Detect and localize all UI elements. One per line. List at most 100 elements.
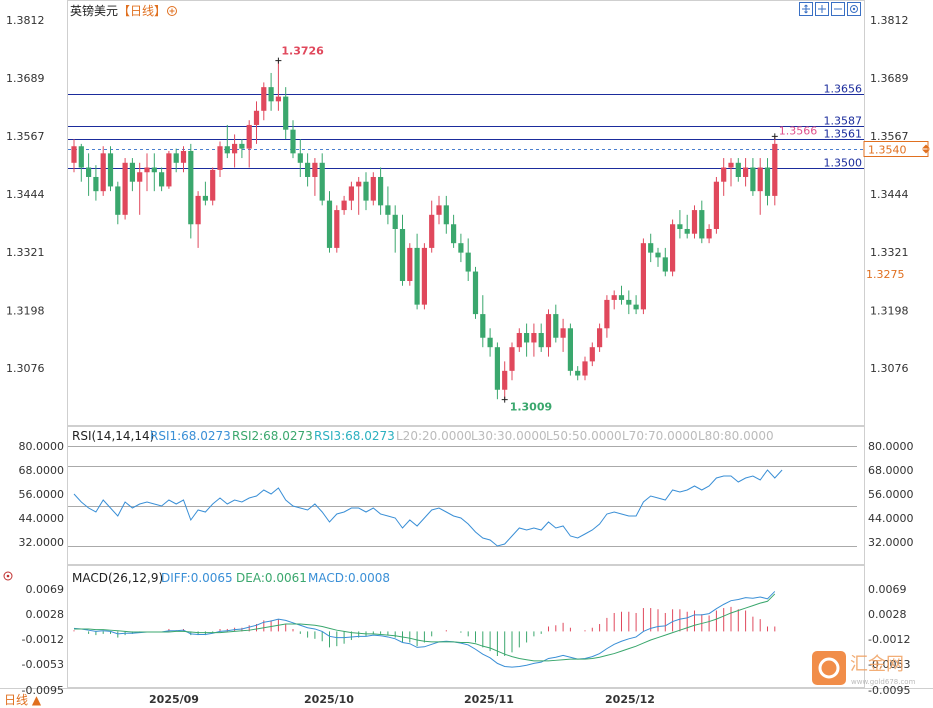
right-price-tick: 1.3321 (870, 246, 909, 259)
candle-body (553, 314, 559, 338)
watermark-url: www.gold678.com (851, 678, 916, 686)
rsi-legend-item: L80:80.0000 (698, 429, 774, 443)
left-price-tick: 1.3444 (6, 188, 45, 201)
candle-body (93, 176, 99, 192)
candles (71, 60, 778, 400)
rsi-left-tick: 68.0000 (19, 464, 65, 477)
rsi-panel-frame (67, 426, 865, 565)
candle-body (166, 153, 172, 187)
candle-body (575, 370, 581, 376)
candle-body (159, 172, 165, 187)
candle-body (648, 243, 654, 253)
rsi-right-tick: 44.0000 (868, 512, 914, 525)
candle-body (655, 252, 661, 258)
left-price-tick: 1.3198 (6, 304, 45, 317)
macd-left-tick: -0.0095 (22, 684, 64, 697)
low-marker-cross (501, 396, 508, 403)
candle-body (275, 96, 281, 102)
right-price-tick: 1.3567 (870, 130, 909, 143)
high-marker-label: 1.3726 (281, 45, 324, 58)
candle-body (107, 153, 114, 187)
macd-settings-icon[interactable] (3, 571, 13, 581)
rsi-left-tick: 80.0000 (19, 440, 65, 453)
current-price-arrow-icon (922, 144, 930, 154)
left-price-tick: 1.3689 (6, 72, 45, 85)
candle-body (253, 110, 260, 125)
candle-body (378, 176, 384, 206)
candle-body (202, 195, 208, 201)
right-price-tick: 1.3812 (870, 14, 909, 27)
rsi-legend-item: L50:50.0000 (546, 429, 622, 443)
time-axis: 2025/09 2025/10 2025/11 2025/12 (149, 693, 655, 706)
candle-body (122, 162, 128, 215)
candle-body (677, 224, 683, 229)
candle-body (436, 205, 442, 215)
candle-body (582, 361, 588, 376)
candle-body (516, 333, 522, 348)
candle-body (597, 328, 603, 348)
candle-body (348, 186, 354, 201)
date-tick: 2025/09 (149, 693, 199, 706)
macd-right-tick: -0.0012 (868, 633, 910, 646)
left-price-tick: 1.3812 (6, 14, 45, 27)
candle-body (341, 200, 347, 211)
candle-body (334, 210, 340, 248)
candle-body (414, 247, 420, 305)
macd-left-tick: -0.0012 (22, 633, 64, 646)
candle-body (764, 167, 771, 196)
candle-body (750, 167, 756, 192)
macd-panel-frame (67, 565, 865, 688)
macd-legend: MACD(26,12,9)DIFF:0.0065 DEA:0.0061 MACD:0… (72, 571, 390, 585)
candle-body (684, 228, 690, 234)
candle-body (743, 167, 749, 177)
candle-body (545, 314, 552, 348)
candle-body (100, 153, 106, 192)
candle-body (71, 146, 77, 163)
candle-body (421, 247, 427, 305)
candle-body (494, 347, 500, 390)
macd-legend-item: MACD:0.0008 (308, 571, 390, 585)
candle-body (144, 167, 150, 173)
candle-body (173, 153, 179, 163)
candle-body (662, 257, 668, 272)
candle-body (604, 299, 610, 329)
candle-body (451, 224, 457, 244)
zoom-out-icon[interactable] (831, 2, 845, 16)
candle-body (735, 162, 741, 177)
zoom-in-icon[interactable] (815, 2, 829, 16)
macd-right-tick: 0.0069 (868, 583, 907, 596)
rsi-right-tick: 80.0000 (868, 440, 914, 453)
candle-body (633, 304, 639, 310)
candle-body (188, 150, 194, 225)
period-selector[interactable]: 日线 ▲ (4, 693, 42, 707)
macd-legend-item: DEA:0.0061 (236, 571, 307, 585)
candle-body (487, 337, 493, 348)
rsi-legend-item: L70:70.0000 (622, 429, 698, 443)
level-label: 1.3561 (824, 128, 863, 141)
date-tick: 2025/10 (304, 693, 354, 706)
symbol-title: 英镑美元 (70, 3, 118, 18)
rsi-right-tick: 32.0000 (868, 536, 914, 549)
candle-body (151, 167, 157, 173)
candle-body (363, 181, 369, 201)
rsi-left-tick: 56.0000 (19, 488, 65, 501)
diff-line (73, 591, 776, 668)
candle-body (217, 146, 223, 170)
rsi-legend-item: RSI1:68.0273 (150, 429, 231, 443)
candle-body (297, 153, 303, 163)
candle-body (129, 162, 135, 182)
candle-body (385, 205, 391, 215)
macd-header: MACD(26,12,9) (72, 571, 163, 585)
candle-body (246, 124, 252, 149)
plus-circle-icon[interactable] (167, 6, 177, 16)
move-icon[interactable] (799, 2, 813, 16)
settings-icon[interactable] (847, 2, 861, 16)
candle-body (86, 167, 92, 177)
low-marker-label: 1.3009 (510, 401, 552, 414)
rsi-left-tick: 32.0000 (19, 536, 65, 549)
candle-body (356, 181, 362, 187)
watermark-text: 汇金网 (850, 654, 904, 675)
candle-body (567, 328, 573, 371)
rsi-legend-item: RSI2:68.0273 (232, 429, 313, 443)
